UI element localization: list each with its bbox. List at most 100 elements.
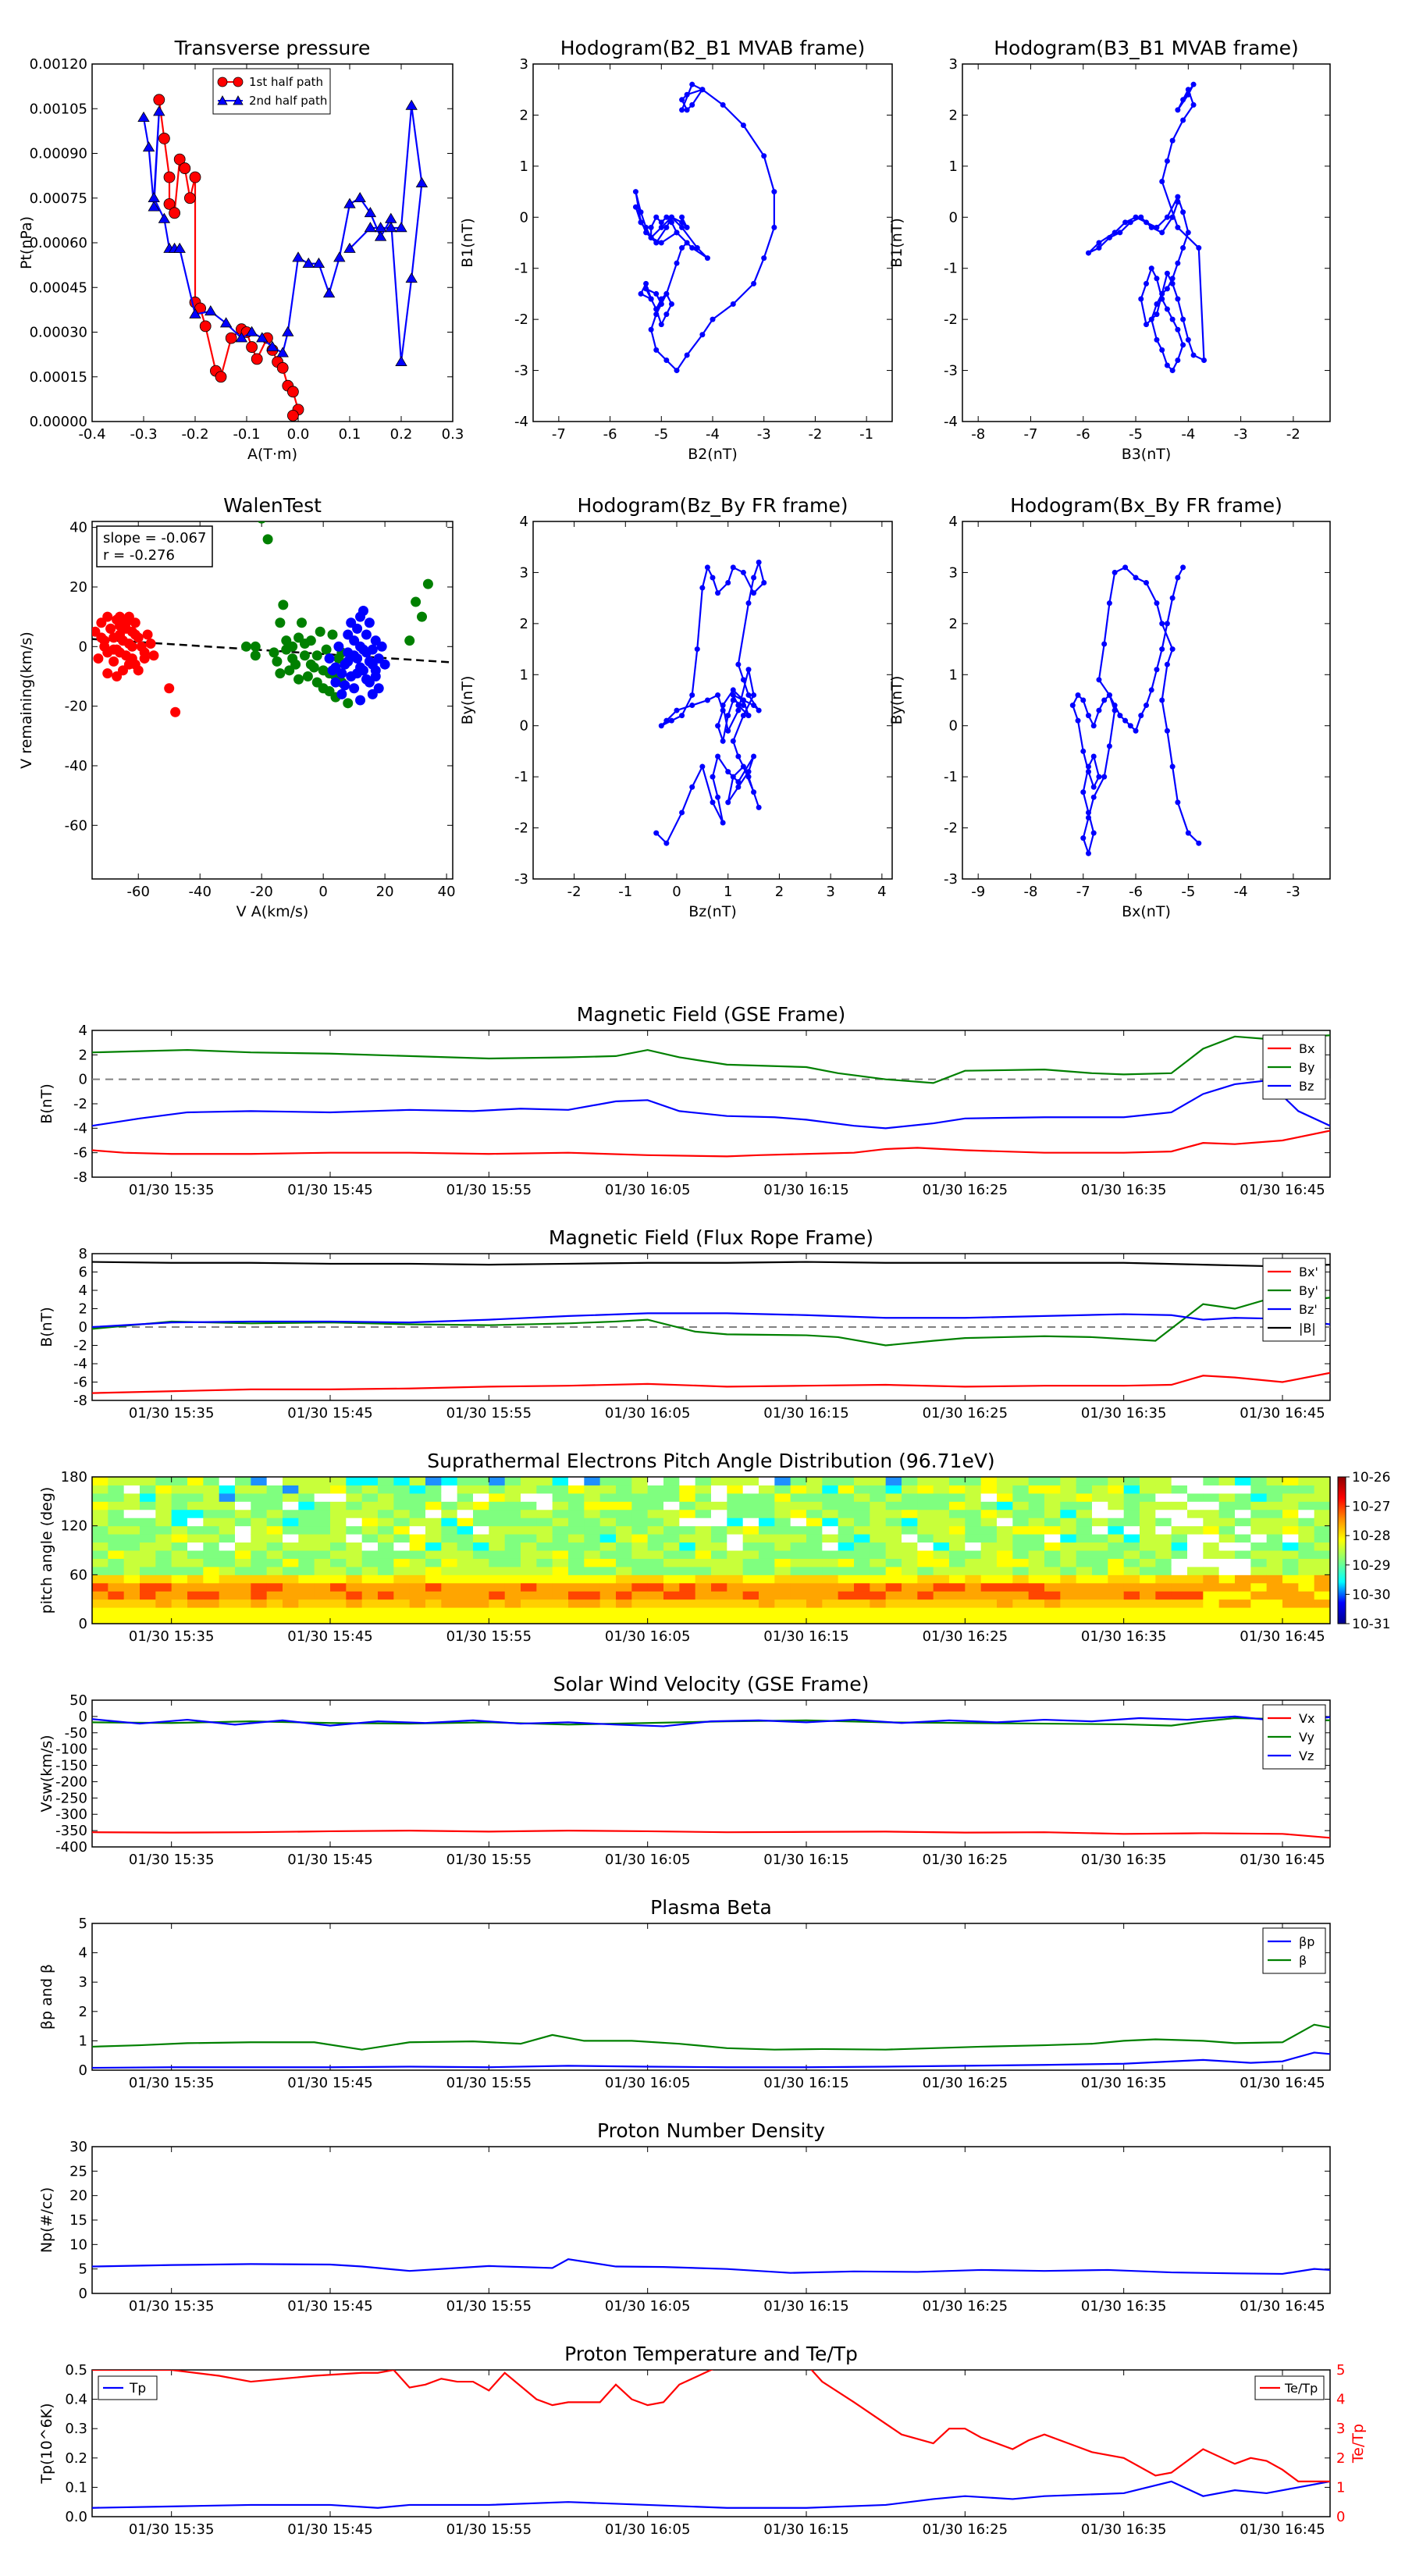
heatmap-cell [599,1493,617,1502]
data-point [663,311,670,318]
heatmap-cell [1108,1558,1125,1567]
heatmap-cell [1060,1493,1077,1502]
data-point [148,201,160,212]
heatmap-cell [251,1550,268,1559]
heatmap-cell [504,1517,521,1527]
heatmap-cell [1155,1501,1172,1510]
heatmap-cell [599,1582,617,1592]
heatmap-cell [1140,1517,1156,1527]
heatmap-cell [711,1582,727,1592]
heatmap-cell [885,1493,902,1502]
heatmap-cell [140,1525,156,1535]
y-tick-label: 30 [69,2139,87,2155]
walen-test-axes-frame [91,521,454,880]
heatmap-cell [235,1501,251,1510]
x-tick-label: 0.3 [442,426,464,443]
heatmap-cell [298,1485,315,1494]
heatmap-cell [759,1607,775,1617]
legend-label: 1st half path [249,75,323,89]
heatmap-cell [314,1517,331,1527]
heatmap-cell [584,1493,601,1502]
data-point [1175,296,1181,302]
heatmap-cell [504,1599,521,1608]
heatmap-cell [425,1550,442,1559]
heatmap-cell [378,1591,394,1600]
heatmap-cell [1171,1509,1188,1518]
heatmap-cell [965,1509,982,1518]
heatmap-cell [711,1574,727,1584]
heatmap-cell [123,1599,140,1608]
heatmap-cell [774,1574,791,1584]
y-tick-label: -2 [73,1096,87,1112]
heatmap-cell [695,1542,712,1551]
heatmap-cell [902,1477,918,1485]
heatmap-cell [314,1501,331,1510]
heatmap-cell [1123,1615,1140,1624]
legend-frame [1262,1927,1326,1974]
magnetic-field-gse-series-line [92,1080,1330,1130]
data-point [684,107,690,113]
data-point [361,629,372,640]
hodogram-b2b1-title: Hodogram(B2_B1 MVAB frame) [560,37,866,59]
data-point [292,251,304,262]
data-point [689,245,695,251]
heatmap-cell [663,1607,680,1617]
data-point [663,840,670,846]
heatmap-cell [679,1501,696,1510]
data-point [730,564,736,571]
y-tick-label: 4 [520,514,528,530]
data-point [689,692,695,698]
transverse-pressure-xlabel: A(T·m) [247,446,297,463]
data-point [142,141,155,152]
heatmap-cell [822,1566,839,1575]
heatmap-cell [92,1525,108,1535]
data-point [99,641,110,652]
heatmap-cell [727,1509,744,1518]
heatmap-cell [425,1485,442,1494]
heatmap-cell [854,1542,870,1551]
heatmap-cell [568,1542,585,1551]
y-tick-label: 0.0 [65,2509,87,2525]
x-tick-label: 40 [438,884,456,900]
heatmap-cell [1140,1501,1156,1510]
heatmap-cell [980,1525,998,1535]
heatmap-cell [219,1550,236,1559]
data-point [179,162,191,174]
heatmap-cell [108,1525,125,1535]
data-point [405,272,418,283]
heatmap-cell [171,1599,188,1608]
hodogram-bxby-title: Hodogram(Bx_By FR frame) [1010,494,1282,517]
heatmap-cell [980,1558,998,1567]
heatmap-cell [1282,1591,1299,1600]
heatmap-cell [1187,1566,1204,1575]
heatmap-cell [711,1550,727,1559]
heatmap-cell [1314,1501,1331,1510]
heatmap-cell [742,1574,759,1584]
heatmap-cell [378,1485,394,1494]
heatmap-cell [1123,1558,1140,1567]
data-point [725,799,731,806]
heatmap-cell [393,1550,411,1559]
data-point [164,683,175,694]
data-point [643,280,649,286]
heatmap-cell [1012,1525,1030,1535]
heatmap-cell [298,1501,315,1510]
data-point [751,692,757,698]
data-point [1169,214,1176,220]
legend: βpβ [1262,1927,1326,1974]
y-tick-label: 4 [949,514,958,530]
heatmap-cell [1171,1550,1188,1559]
data-point [761,580,767,586]
heatmap-cell [584,1558,601,1567]
heatmap-cell [425,1599,442,1608]
y-tick-label: 20 [69,579,87,596]
y-tick-label: 0.00120 [30,56,87,73]
heatmap-cell [774,1558,791,1567]
heatmap-cell [314,1485,331,1494]
y-tick-label: -350 [55,1823,87,1839]
heatmap-cell [441,1525,458,1535]
heatmap-cell [314,1574,331,1584]
heatmap-cell [536,1574,553,1584]
heatmap-cell [663,1534,680,1543]
y-tick-label: -40 [65,758,87,774]
